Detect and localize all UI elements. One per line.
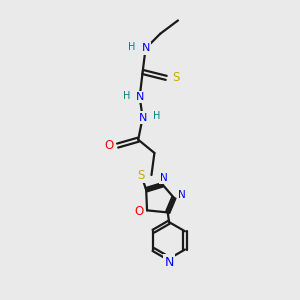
Text: N: N (178, 190, 186, 200)
Text: S: S (172, 71, 179, 84)
Text: N: N (139, 112, 147, 123)
Text: N: N (136, 92, 144, 102)
Text: O: O (104, 139, 113, 152)
Text: H: H (123, 91, 130, 100)
Text: N: N (164, 256, 174, 269)
Text: N: N (160, 173, 167, 183)
Text: S: S (137, 169, 145, 182)
Text: H: H (128, 42, 136, 52)
Text: H: H (153, 111, 160, 121)
Text: N: N (141, 44, 150, 53)
Text: O: O (134, 205, 143, 218)
